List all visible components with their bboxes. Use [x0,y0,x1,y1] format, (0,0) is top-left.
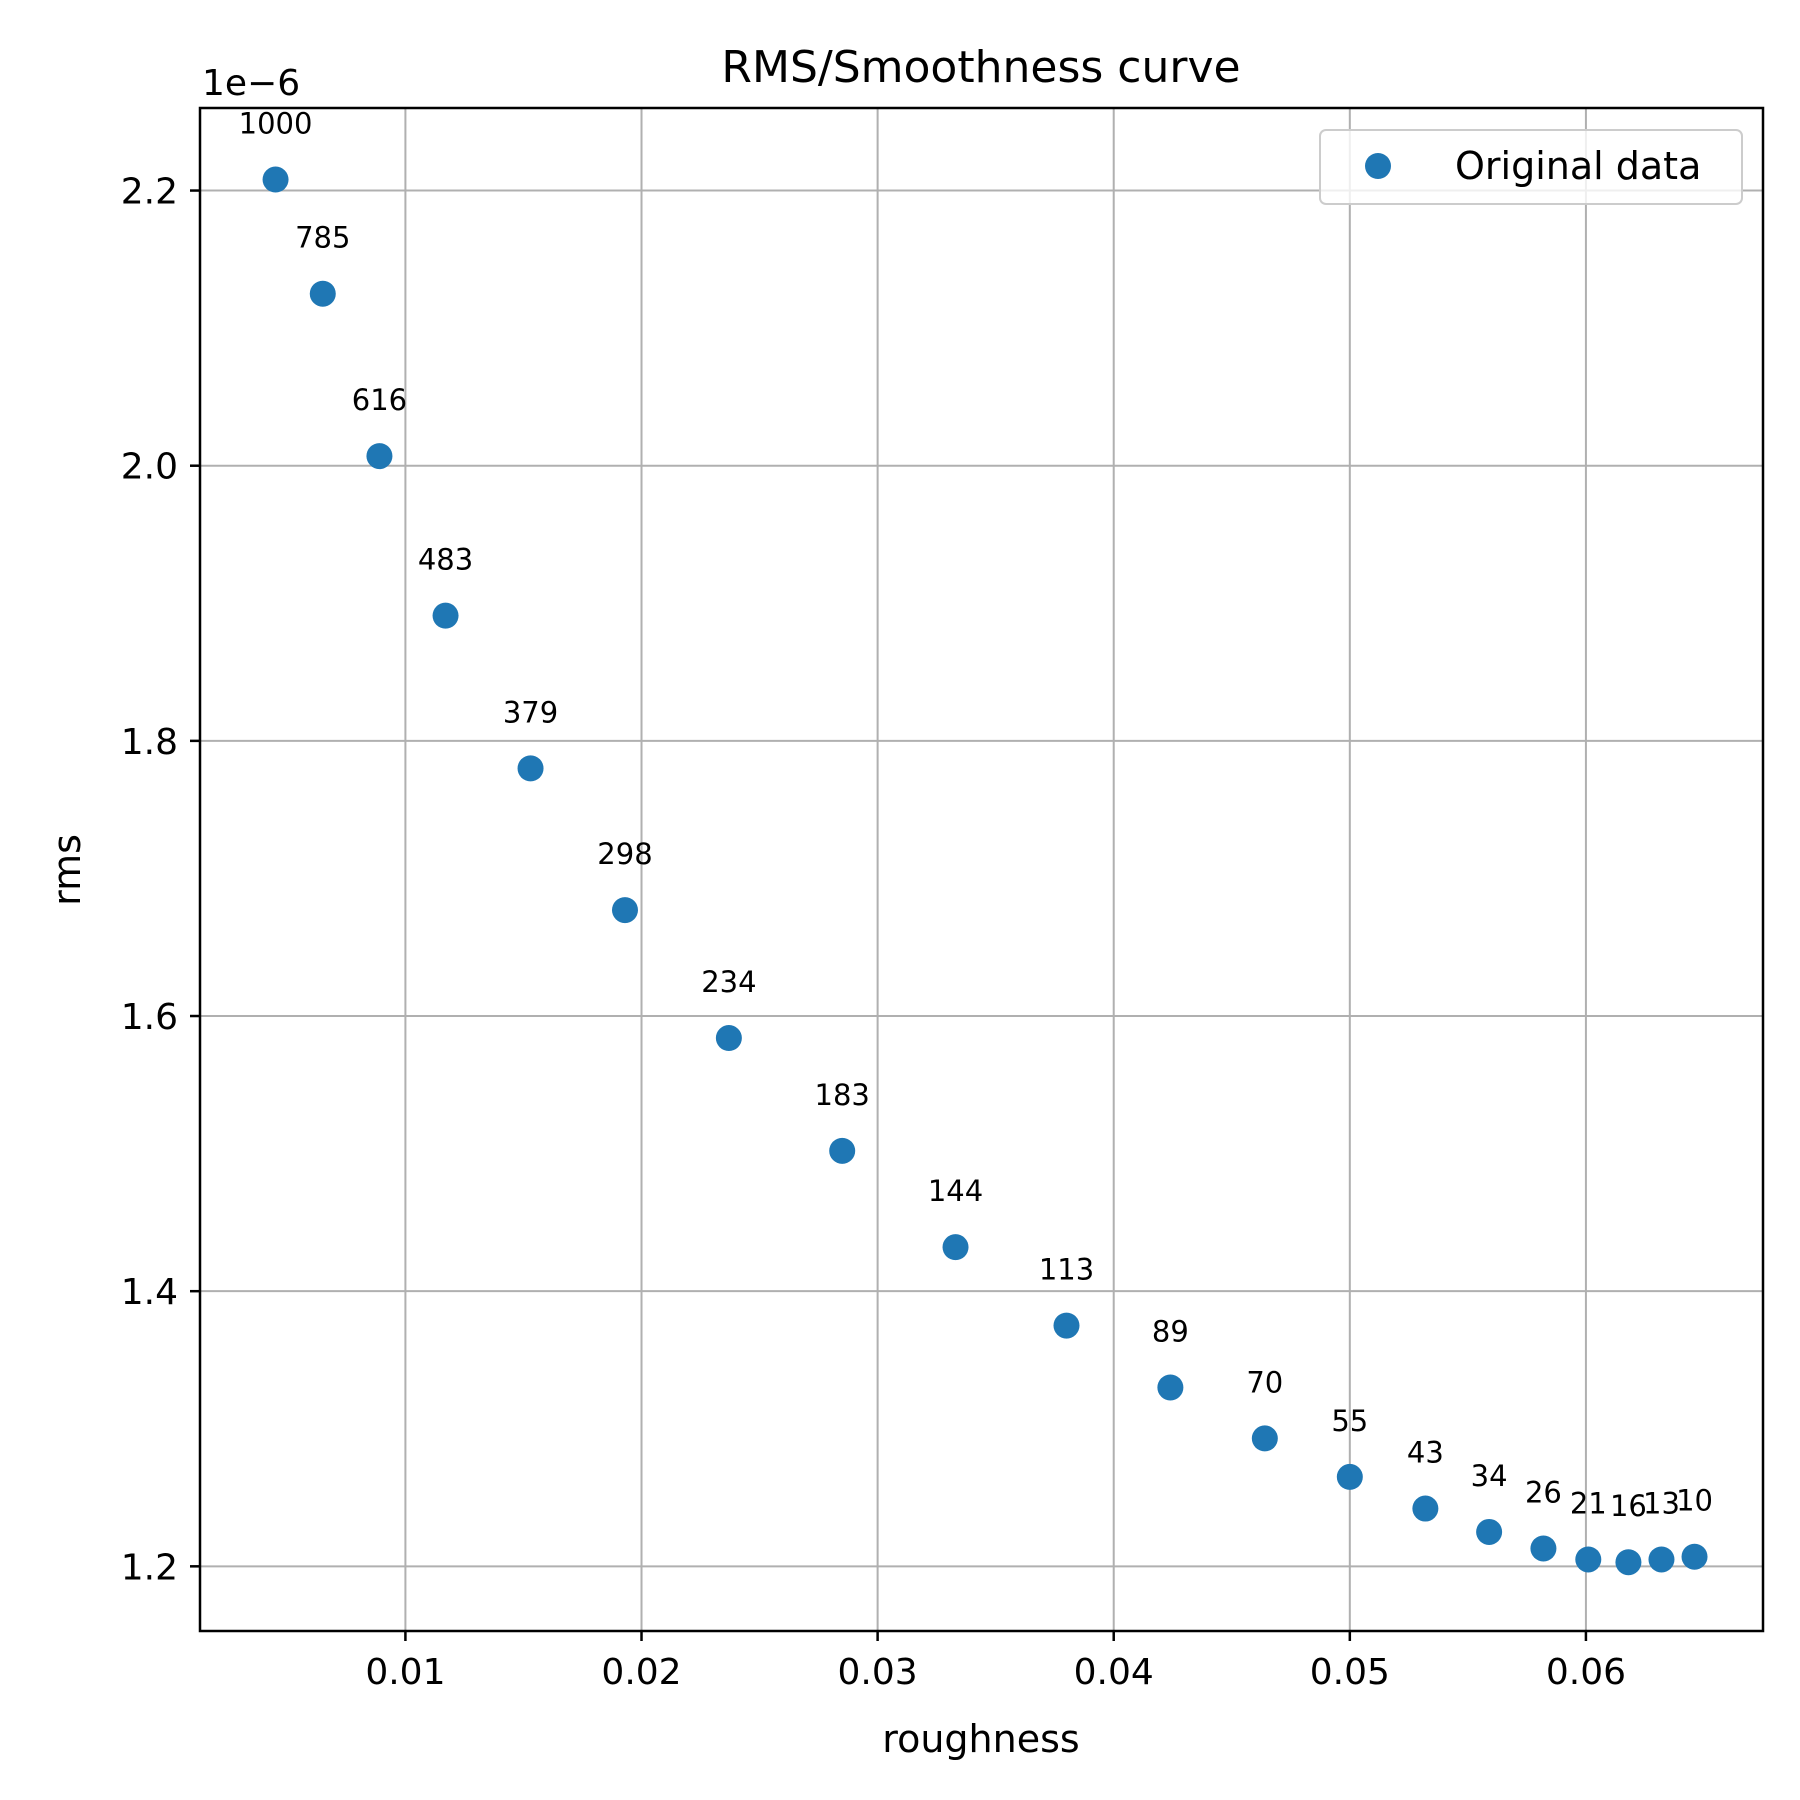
legend-box [1319,129,1743,205]
y-tick-label: 2.2 [121,172,178,213]
data-point [715,1025,742,1052]
point-label: 785 [295,221,350,255]
point-labels: 1000 785 616 483 379 298 234 183 144 113 89 70 55 43 3… [239,107,1713,1524]
point-label: 13 [1643,1486,1680,1520]
data-point [1336,1463,1363,1490]
point-label: 34 [1471,1459,1508,1493]
point-label: 89 [1152,1314,1189,1348]
point-label: 616 [352,383,407,417]
point-label: 113 [1039,1253,1094,1287]
data-point [1157,1374,1184,1401]
data-point [1615,1549,1642,1576]
axis-ticks: 0.01 0.02 0.03 0.04 0.05 0.06 1.2 1.4 1.6 1.8 2.0 2… [121,172,1626,1693]
x-axis-label: roughness [882,1717,1079,1761]
point-label: 21 [1570,1486,1607,1520]
data-point [829,1137,856,1164]
point-label: 16 [1610,1489,1647,1523]
point-label: 10 [1676,1484,1713,1518]
chart-title: RMS/Smoothness curve [721,42,1240,93]
point-label: 1000 [239,107,313,141]
data-point [517,755,544,782]
data-point [1476,1518,1503,1545]
x-tick-label: 0.03 [838,1652,918,1693]
data-point [432,602,459,629]
x-tick-label: 0.01 [365,1652,445,1693]
point-label: 70 [1246,1365,1283,1399]
legend: Original data [1319,129,1743,205]
point-label: 144 [928,1174,983,1208]
grid-lines [200,108,1763,1631]
point-label: 43 [1407,1436,1444,1470]
data-point [262,166,289,193]
y-tick-label: 1.4 [121,1272,178,1313]
data-point [1575,1546,1602,1573]
x-tick-label: 0.05 [1310,1652,1390,1693]
data-point [1053,1312,1080,1339]
point-label: 298 [597,837,652,871]
point-label: 234 [701,965,756,999]
data-point [1530,1535,1557,1562]
x-tick-label: 0.06 [1546,1652,1626,1693]
point-label: 183 [815,1078,870,1112]
x-tick-label: 0.02 [601,1652,681,1693]
y-axis-label: rms [45,834,89,906]
data-point [309,280,336,307]
data-point [1251,1425,1278,1452]
point-label: 55 [1331,1404,1368,1438]
y-tick-label: 2.0 [121,447,178,488]
point-label: 483 [418,543,473,577]
data-point [1681,1543,1708,1570]
data-point [366,443,393,470]
data-point [611,897,638,924]
y-offset-label: 1e−6 [202,63,300,104]
point-label: 26 [1525,1475,1562,1509]
data-point [1412,1495,1439,1522]
x-tick-label: 0.04 [1074,1652,1154,1693]
legend-label: Original data [1455,144,1701,188]
plot-frame [198,106,1765,1633]
legend-marker [1365,153,1391,179]
data-point [1648,1546,1675,1573]
y-tick-label: 1.2 [121,1547,178,1588]
data-points [262,166,1708,1576]
data-point [942,1234,969,1261]
point-label: 379 [503,695,558,729]
y-tick-label: 1.6 [121,997,178,1038]
y-tick-label: 1.8 [121,722,178,763]
